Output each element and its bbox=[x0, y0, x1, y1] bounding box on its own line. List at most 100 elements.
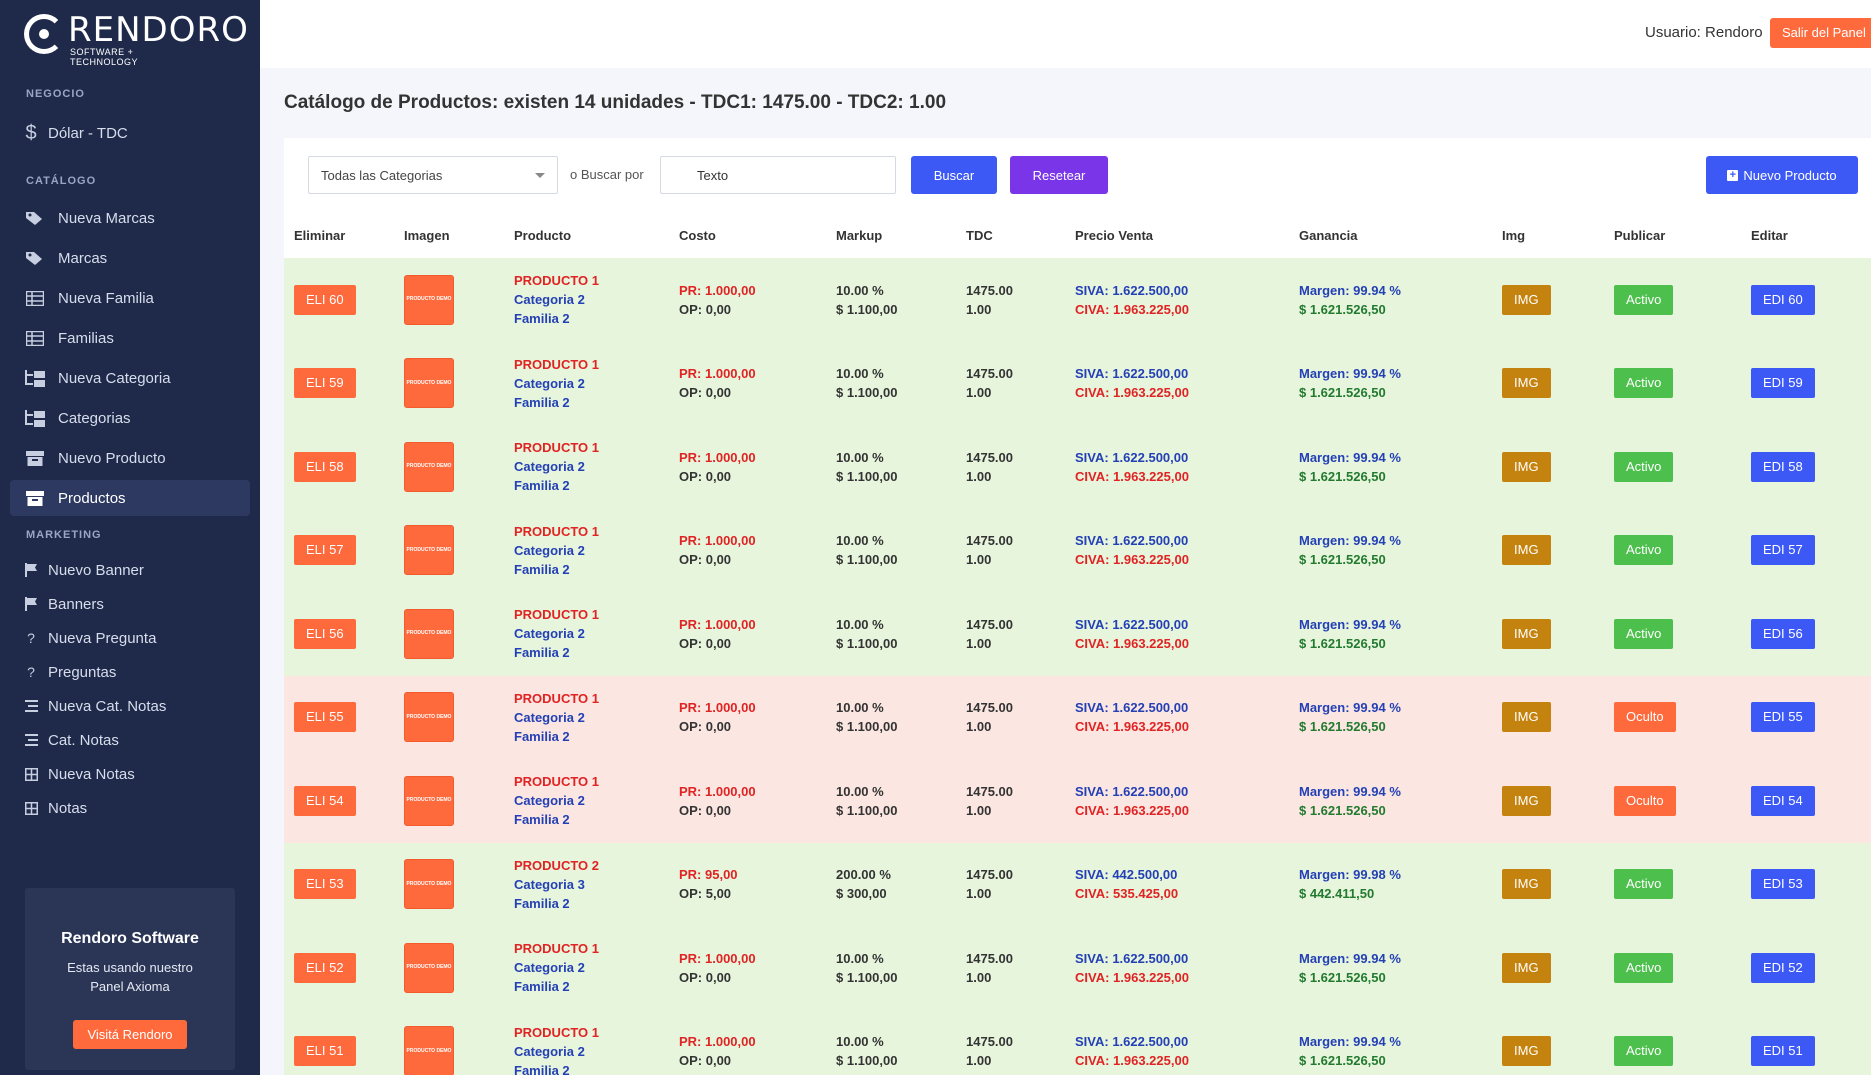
sidebar-item-productos[interactable]: Productos bbox=[10, 480, 250, 516]
visit-rendoro-button[interactable]: Visitá Rendoro bbox=[73, 1020, 187, 1049]
delete-button[interactable]: ELI 53 bbox=[294, 869, 356, 900]
delete-button[interactable]: ELI 55 bbox=[294, 702, 356, 733]
product-thumbnail[interactable]: PRODUCTO DEMO bbox=[404, 692, 454, 743]
image-button[interactable]: IMG bbox=[1502, 451, 1551, 482]
cost-op: OP: 0,00 bbox=[679, 635, 732, 651]
product-thumbnail[interactable]: PRODUCTO DEMO bbox=[404, 1026, 454, 1075]
logout-button[interactable]: Salir del Panel bbox=[1770, 18, 1871, 48]
delete-button[interactable]: ELI 58 bbox=[294, 451, 356, 482]
sidebar-item-nueva-marcas[interactable]: Nueva Marcas bbox=[10, 200, 250, 236]
sidebar-item-nuevo-producto[interactable]: Nuevo Producto bbox=[10, 440, 250, 476]
delete-button[interactable]: ELI 59 bbox=[294, 368, 356, 399]
publish-toggle[interactable]: Oculto bbox=[1614, 785, 1676, 816]
search-button[interactable]: Buscar bbox=[911, 156, 997, 194]
edit-button[interactable]: EDI 56 bbox=[1751, 618, 1815, 649]
publish-toggle[interactable]: Activo bbox=[1614, 1036, 1674, 1067]
delete-button[interactable]: ELI 52 bbox=[294, 952, 356, 983]
sidebar-item-preguntas[interactable]: ? Preguntas bbox=[10, 654, 250, 690]
edit-button[interactable]: EDI 58 bbox=[1751, 451, 1815, 482]
rendoro-logo[interactable]: RENDORO SOFTWARE + TECHNOLOGY bbox=[24, 12, 248, 67]
sidebar-item-notas[interactable]: Notas bbox=[10, 790, 250, 826]
search-input[interactable] bbox=[660, 156, 896, 194]
image-button[interactable]: IMG bbox=[1502, 869, 1551, 900]
cost-pr: PR: 1.000,00 bbox=[679, 616, 756, 632]
sidebar-item-cat-notas[interactable]: Cat. Notas bbox=[10, 722, 250, 758]
folder-tree-icon bbox=[24, 409, 46, 427]
column-header: Img bbox=[1492, 212, 1604, 258]
product-family: Familia 2 bbox=[514, 478, 570, 494]
edit-button[interactable]: EDI 53 bbox=[1751, 869, 1815, 900]
markup-percent: 10.00 % bbox=[836, 616, 884, 632]
profit-cell: Margen: 99.94 % $ 1.621.526,50 bbox=[1289, 258, 1492, 342]
product-thumbnail[interactable]: PRODUCTO DEMO bbox=[404, 942, 454, 993]
sidebar-item-nueva-cat-notas[interactable]: Nueva Cat. Notas bbox=[10, 688, 250, 724]
product-thumbnail[interactable]: PRODUCTO DEMO bbox=[404, 608, 454, 659]
image-button[interactable]: IMG bbox=[1502, 284, 1551, 315]
edit-button[interactable]: EDI 54 bbox=[1751, 785, 1815, 816]
publish-toggle[interactable]: Activo bbox=[1614, 368, 1674, 399]
sidebar-item-label: Nueva Notas bbox=[48, 765, 135, 783]
edit-button[interactable]: EDI 60 bbox=[1751, 284, 1815, 315]
product-cell: PRODUCTO 1 Categoria 2 Familia 2 bbox=[504, 592, 669, 676]
product-thumbnail[interactable]: PRODUCTO DEMO bbox=[404, 525, 454, 576]
product-thumbnail[interactable]: PRODUCTO DEMO bbox=[404, 274, 454, 325]
new-product-button[interactable]: + Nuevo Producto bbox=[1706, 156, 1858, 194]
edit-button[interactable]: EDI 59 bbox=[1751, 368, 1815, 399]
sidebar-item-nueva-categoria[interactable]: Nueva Categoria bbox=[10, 360, 250, 396]
edit-button[interactable]: EDI 51 bbox=[1751, 1036, 1815, 1067]
question-icon: ? bbox=[27, 630, 35, 646]
sidebar-item-nueva-notas[interactable]: Nueva Notas bbox=[10, 756, 250, 792]
edit-button[interactable]: EDI 52 bbox=[1751, 952, 1815, 983]
sidebar-item-categorias[interactable]: Categorias bbox=[10, 400, 250, 436]
publish-toggle[interactable]: Activo bbox=[1614, 869, 1674, 900]
markup-percent: 10.00 % bbox=[836, 700, 884, 716]
publish-toggle[interactable]: Oculto bbox=[1614, 702, 1676, 733]
product-thumbnail[interactable]: PRODUCTO DEMO bbox=[404, 775, 454, 826]
publish-toggle[interactable]: Activo bbox=[1614, 284, 1674, 315]
sidebar-item-banners[interactable]: Banners bbox=[10, 586, 250, 622]
delete-button[interactable]: ELI 57 bbox=[294, 535, 356, 566]
image-button[interactable]: IMG bbox=[1502, 785, 1551, 816]
image-button[interactable]: IMG bbox=[1502, 535, 1551, 566]
product-thumbnail[interactable]: PRODUCTO DEMO bbox=[404, 859, 454, 910]
image-button[interactable]: IMG bbox=[1502, 368, 1551, 399]
image-button[interactable]: IMG bbox=[1502, 1036, 1551, 1067]
delete-button[interactable]: ELI 60 bbox=[294, 284, 356, 315]
price-cell: SIVA: 1.622.500,00 CIVA: 1.963.225,00 bbox=[1065, 592, 1289, 676]
price-cell: SIVA: 442.500,00 CIVA: 535.425,00 bbox=[1065, 842, 1289, 926]
sidebar-item-marcas[interactable]: Marcas bbox=[10, 240, 250, 276]
profit-cell: Margen: 99.94 % $ 1.621.526,50 bbox=[1289, 926, 1492, 1010]
publish-toggle[interactable]: Activo bbox=[1614, 451, 1674, 482]
reset-button[interactable]: Resetear bbox=[1010, 156, 1108, 194]
tdc-cell: 1475.00 1.00 bbox=[956, 258, 1065, 342]
publish-toggle[interactable]: Activo bbox=[1614, 535, 1674, 566]
delete-button[interactable]: ELI 56 bbox=[294, 618, 356, 649]
price-civa: CIVA: 1.963.225,00 bbox=[1075, 385, 1189, 401]
delete-cell: ELI 55 bbox=[284, 675, 394, 759]
delete-button[interactable]: ELI 54 bbox=[294, 785, 356, 816]
sidebar-item-nuevo-banner[interactable]: Nuevo Banner bbox=[10, 552, 250, 588]
grid-icon bbox=[24, 767, 38, 781]
publish-toggle[interactable]: Activo bbox=[1614, 952, 1674, 983]
sidebar-item-familias[interactable]: Familias bbox=[10, 320, 250, 356]
product-thumbnail[interactable]: PRODUCTO DEMO bbox=[404, 358, 454, 409]
profit-margin: Margen: 99.94 % bbox=[1299, 366, 1401, 382]
profit-margin: Margen: 99.94 % bbox=[1299, 282, 1401, 298]
sidebar-item-label: Nueva Pregunta bbox=[48, 629, 157, 647]
image-button[interactable]: IMG bbox=[1502, 618, 1551, 649]
product-thumbnail[interactable]: PRODUCTO DEMO bbox=[404, 441, 454, 492]
delete-cell: ELI 53 bbox=[284, 842, 394, 926]
category-select[interactable]: Todas las Categorias bbox=[308, 156, 558, 194]
sidebar-item-dolar-tdc[interactable]: $ Dólar - TDC bbox=[10, 115, 250, 151]
image-cell: PRODUCTO DEMO bbox=[394, 675, 504, 759]
product-cell: PRODUCTO 1 Categoria 2 Familia 2 bbox=[504, 926, 669, 1010]
delete-button[interactable]: ELI 51 bbox=[294, 1036, 356, 1067]
sidebar-item-nueva-pregunta[interactable]: ? Nueva Pregunta bbox=[10, 620, 250, 656]
edit-button[interactable]: EDI 55 bbox=[1751, 702, 1815, 733]
edit-button[interactable]: EDI 57 bbox=[1751, 535, 1815, 566]
image-button[interactable]: IMG bbox=[1502, 952, 1551, 983]
publish-toggle[interactable]: Activo bbox=[1614, 618, 1674, 649]
image-button[interactable]: IMG bbox=[1502, 702, 1551, 733]
product-family: Familia 2 bbox=[514, 895, 570, 911]
sidebar-item-nueva-familia[interactable]: Nueva Familia bbox=[10, 280, 250, 316]
